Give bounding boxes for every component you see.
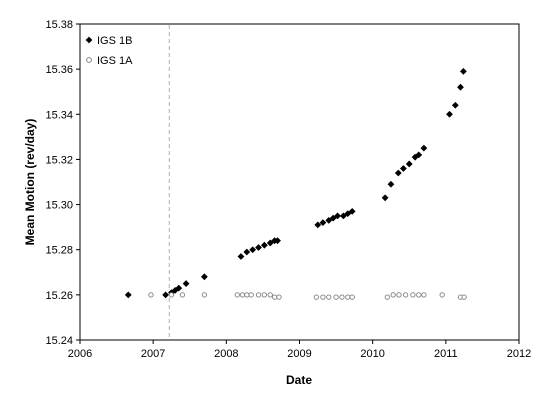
y-tick-label: 15.34	[45, 109, 73, 121]
y-tick-label: 15.26	[45, 290, 73, 302]
data-point-circle	[244, 292, 250, 298]
data-point-diamond	[243, 248, 251, 256]
data-point-diamond	[274, 237, 281, 245]
data-point-circle	[384, 294, 390, 300]
data-point-circle	[402, 292, 409, 298]
plot-area	[79, 23, 520, 341]
data-point-circle	[148, 292, 154, 298]
series-igs-1b	[124, 68, 467, 299]
data-point-diamond	[457, 83, 464, 91]
x-tick-label: 2008	[214, 348, 238, 360]
data-point-diamond	[249, 246, 257, 254]
data-point-circle	[276, 294, 282, 300]
data-point-diamond	[334, 212, 341, 220]
series-igs-1a	[148, 292, 467, 300]
x-axis: 2006 2007 2008 2009 2010 2011 2012	[68, 340, 531, 360]
data-point-diamond	[459, 68, 467, 75]
data-point-diamond	[451, 101, 459, 109]
data-point-diamond	[387, 180, 395, 188]
data-point-diamond	[446, 110, 453, 118]
data-point-circle	[239, 292, 246, 298]
data-point-circle	[320, 294, 326, 300]
y-tick-label: 15.24	[45, 335, 73, 347]
x-tick-label: 2007	[141, 348, 165, 360]
x-tick-label: 2012	[507, 348, 531, 360]
series-layer	[124, 68, 467, 300]
data-point-circle	[261, 292, 268, 298]
legend-marker-igs-1a	[86, 57, 92, 63]
data-point-circle	[421, 292, 427, 298]
data-point-diamond	[319, 219, 327, 227]
data-point-circle	[326, 294, 332, 300]
data-point-circle	[267, 292, 273, 298]
data-point-circle	[396, 292, 402, 298]
data-point-circle	[410, 292, 416, 298]
data-point-circle	[461, 294, 467, 300]
data-point-circle	[255, 292, 262, 298]
x-tick-label: 2009	[287, 348, 311, 360]
data-point-circle	[439, 292, 445, 298]
legend-label-igs-1a: IGS 1A	[97, 55, 133, 67]
data-point-diamond	[200, 273, 208, 281]
data-point-diamond	[405, 160, 413, 168]
data-point-circle	[345, 294, 351, 300]
data-point-circle	[333, 294, 339, 300]
data-point-diamond	[255, 244, 262, 251]
data-point-diamond	[394, 169, 402, 177]
data-point-circle	[201, 292, 208, 298]
legend-label-igs-1b: IGS 1B	[97, 35, 132, 47]
data-point-circle	[349, 294, 355, 300]
data-point-circle	[313, 294, 319, 300]
y-tick-label: 15.28	[45, 245, 73, 257]
data-point-diamond	[415, 151, 423, 159]
y-tick-label: 15.38	[45, 19, 73, 31]
data-point-circle	[248, 292, 254, 298]
x-tick-label: 2011	[434, 348, 458, 360]
y-tick-label: 15.30	[45, 200, 73, 212]
data-point-diamond	[162, 291, 169, 299]
data-point-diamond	[348, 207, 356, 215]
data-point-diamond	[400, 165, 407, 172]
x-tick-label: 2006	[68, 348, 92, 360]
data-point-circle	[271, 294, 278, 300]
x-tick-label: 2010	[360, 348, 384, 360]
legend: IGS 1B IGS 1A	[85, 35, 133, 67]
y-axis: 15.24 15.26 15.28 15.30 15.32 15.34 15.36 15.38	[45, 19, 80, 347]
y-axis-title: Mean Motion (rev/day)	[23, 119, 37, 246]
data-point-diamond	[237, 253, 245, 260]
x-axis-title: Date	[286, 373, 312, 387]
data-point-circle	[179, 292, 186, 298]
data-point-circle	[168, 292, 175, 298]
data-point-diamond	[260, 241, 268, 249]
y-tick-label: 15.32	[45, 154, 73, 166]
data-point-circle	[339, 294, 345, 300]
y-tick-label: 15.36	[45, 64, 73, 76]
data-point-circle	[390, 292, 396, 298]
data-point-circle	[234, 292, 240, 298]
data-point-diamond	[314, 221, 322, 229]
data-point-circle	[416, 292, 422, 298]
data-point-diamond	[420, 144, 428, 152]
